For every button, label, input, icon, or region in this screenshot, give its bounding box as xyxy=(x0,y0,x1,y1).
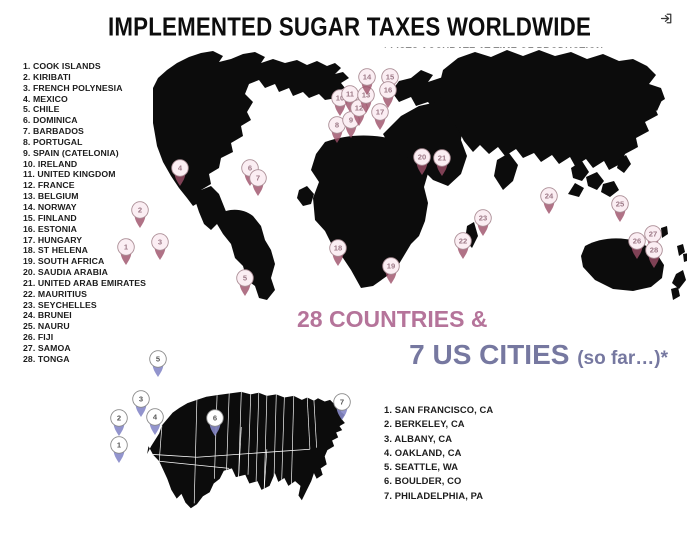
svg-text:1: 1 xyxy=(117,441,122,450)
svg-text:2: 2 xyxy=(117,414,121,423)
